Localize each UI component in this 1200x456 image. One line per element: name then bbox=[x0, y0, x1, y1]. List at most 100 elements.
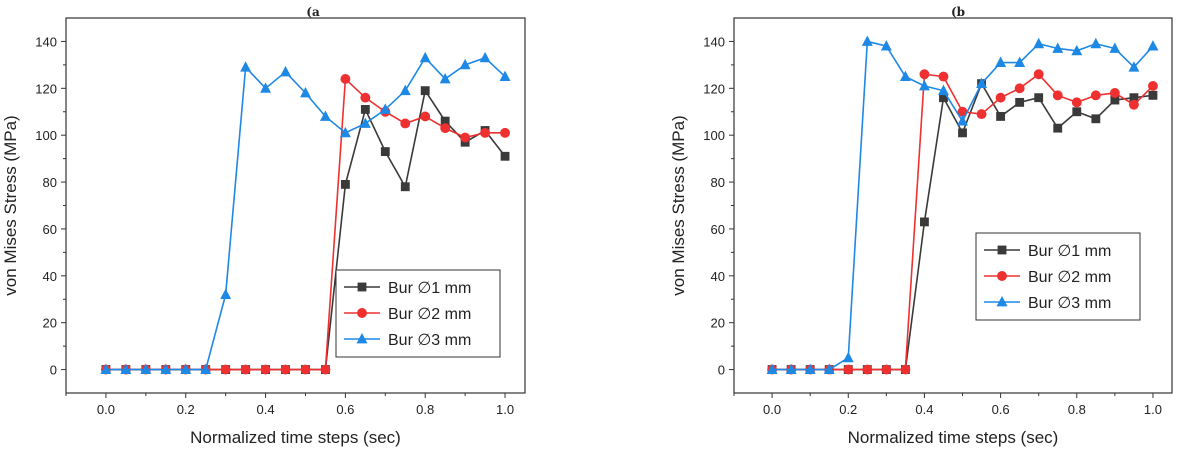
legend-label-bur-1mm: Bur ∅1 mm bbox=[1028, 243, 1111, 260]
data-point-bur-1-mm bbox=[1110, 95, 1120, 105]
y-tick-label: 100 bbox=[703, 128, 725, 143]
data-point-bur-3-mm bbox=[899, 70, 911, 82]
data-point-bur-1-mm bbox=[1091, 114, 1101, 124]
data-point-bur-1-mm bbox=[939, 93, 948, 103]
data-point-bur-3-mm bbox=[995, 56, 1007, 67]
data-point-bur-2-mm bbox=[1014, 83, 1025, 94]
chart-panel-b: (b 0.0 0.2 0.4 0.6 0.8 1.0020406080100120140 … bbox=[669, 5, 1173, 447]
y-tick-label: 60 bbox=[43, 222, 57, 237]
data-point-bur-1-mm bbox=[1034, 93, 1044, 103]
data-point-bur-3-mm bbox=[100, 363, 112, 374]
data-point-bur-3-mm bbox=[180, 363, 192, 374]
data-point-bur-1-mm bbox=[1072, 107, 1082, 117]
data-point-bur-2-mm bbox=[881, 364, 892, 375]
data-point-bur-2-mm bbox=[500, 127, 510, 138]
x-tick-label: 0.2 bbox=[177, 402, 195, 417]
data-point-bur-2-mm bbox=[440, 123, 451, 134]
data-point-bur-2-mm bbox=[1052, 90, 1063, 101]
y-axis-label: von Mises Stress (MPa) bbox=[1, 115, 20, 295]
data-point-bur-2-mm bbox=[360, 92, 371, 103]
legend-marker-bur-1-mm bbox=[997, 245, 1007, 255]
legend-label-bur-2mm: Bur ∅2 mm bbox=[1028, 269, 1111, 286]
y-tick-label: 100 bbox=[35, 128, 57, 143]
data-point-bur-1-mm bbox=[920, 217, 929, 227]
data-point-bur-3-mm bbox=[240, 61, 252, 72]
legend-label-bur-3mm: Bur ∅3 mm bbox=[388, 332, 471, 349]
data-point-bur-3-mm bbox=[499, 70, 511, 82]
x-tick-label: 0.6 bbox=[992, 402, 1010, 417]
y-tick-label: 40 bbox=[43, 269, 57, 284]
data-point-bur-2-mm bbox=[400, 118, 411, 129]
chart-panel-a: (a 0.0 0.2 0.4 0.6 0.8 1.0020406080100120140 … bbox=[1, 5, 526, 447]
data-point-bur-2-mm bbox=[995, 92, 1006, 103]
y-tick-label: 20 bbox=[43, 316, 57, 331]
plot-frame bbox=[733, 17, 1173, 394]
x-axis-label: Normalized time steps (sec) bbox=[190, 428, 401, 447]
data-point-bur-3-mm bbox=[957, 115, 968, 126]
data-point-bur-1-mm bbox=[400, 182, 410, 192]
data-point-bur-2-mm bbox=[320, 364, 331, 375]
data-point-bur-3-mm bbox=[1128, 61, 1140, 72]
data-point-bur-1-mm bbox=[440, 116, 450, 126]
data-point-bur-1-mm bbox=[1148, 90, 1158, 100]
y-tick-label: 120 bbox=[35, 81, 57, 96]
data-point-bur-3-mm bbox=[766, 363, 778, 374]
data-point-bur-3-mm bbox=[918, 79, 930, 91]
data-point-bur-3-mm bbox=[1033, 37, 1045, 49]
data-point-bur-2-mm bbox=[420, 111, 431, 122]
data-point-bur-2-mm bbox=[1071, 97, 1082, 108]
data-point-bur-3-mm bbox=[938, 84, 949, 96]
data-point-bur-2-mm bbox=[340, 73, 351, 84]
data-point-bur-2-mm bbox=[957, 106, 968, 117]
x-tick-label: 0.0 bbox=[763, 402, 781, 417]
legend: Bur ∅1 mm Bur ∅2 mm Bur ∅3 mm bbox=[975, 232, 1141, 321]
panel-label: (b bbox=[951, 5, 965, 19]
data-point-bur-3-mm bbox=[1071, 44, 1083, 56]
data-point-bur-3-mm bbox=[861, 35, 873, 46]
data-point-bur-2-mm bbox=[260, 364, 271, 375]
legend-label-bur-3mm: Bur ∅3 mm bbox=[1028, 295, 1111, 312]
data-point-bur-3-mm bbox=[880, 40, 892, 51]
data-point-bur-1-mm bbox=[996, 112, 1006, 121]
y-tick-label: 80 bbox=[43, 175, 57, 190]
y-axis-label: von Mises Stress (MPa) bbox=[669, 115, 688, 295]
data-point-bur-3-mm bbox=[1014, 56, 1026, 67]
data-point-bur-2-mm bbox=[976, 109, 987, 120]
data-point-bur-3-mm bbox=[823, 363, 835, 374]
data-point-bur-2-mm bbox=[300, 364, 311, 375]
data-point-bur-2-mm bbox=[1090, 90, 1101, 101]
data-point-bur-3-mm bbox=[319, 110, 331, 121]
data-point-bur-3-mm bbox=[260, 82, 272, 93]
y-tick-label: 0 bbox=[50, 363, 57, 378]
data-point-bur-3-mm bbox=[976, 77, 988, 89]
data-point-bur-3-mm bbox=[1052, 42, 1064, 53]
x-tick-label: 0.0 bbox=[97, 402, 115, 417]
data-point-bur-2-mm bbox=[1128, 99, 1139, 110]
legend-marker-bur-2-mm bbox=[357, 308, 367, 318]
data-point-bur-3-mm bbox=[439, 72, 451, 84]
data-point-bur-2-mm bbox=[280, 364, 291, 375]
data-point-bur-3-mm bbox=[1147, 40, 1159, 51]
y-tick-label: 140 bbox=[703, 34, 725, 49]
data-point-bur-1-mm bbox=[1015, 97, 1025, 107]
data-point-bur-3-mm bbox=[399, 84, 411, 96]
data-point-bur-3-mm bbox=[379, 103, 391, 114]
data-point-bur-2-mm bbox=[240, 364, 251, 375]
data-point-bur-3-mm bbox=[359, 117, 371, 128]
data-point-bur-3-mm bbox=[459, 58, 471, 70]
legend-marker-bur-2-mm bbox=[997, 271, 1007, 281]
data-point-bur-2-mm bbox=[220, 364, 231, 375]
legend-label-bur-1mm: Bur ∅1 mm bbox=[388, 280, 471, 297]
data-point-bur-2-mm bbox=[900, 364, 911, 375]
x-tick-label: 0.6 bbox=[336, 402, 354, 417]
data-point-bur-2-mm bbox=[1033, 69, 1044, 80]
series-line-bur-1-mm bbox=[772, 81, 1154, 371]
data-point-bur-1-mm bbox=[360, 104, 370, 114]
data-point-bur-3-mm bbox=[339, 126, 351, 138]
data-point-bur-3-mm bbox=[419, 51, 431, 63]
x-tick-label: 0.8 bbox=[1068, 402, 1086, 417]
data-point-bur-2-mm bbox=[843, 364, 854, 375]
data-point-bur-1-mm bbox=[1129, 93, 1139, 103]
